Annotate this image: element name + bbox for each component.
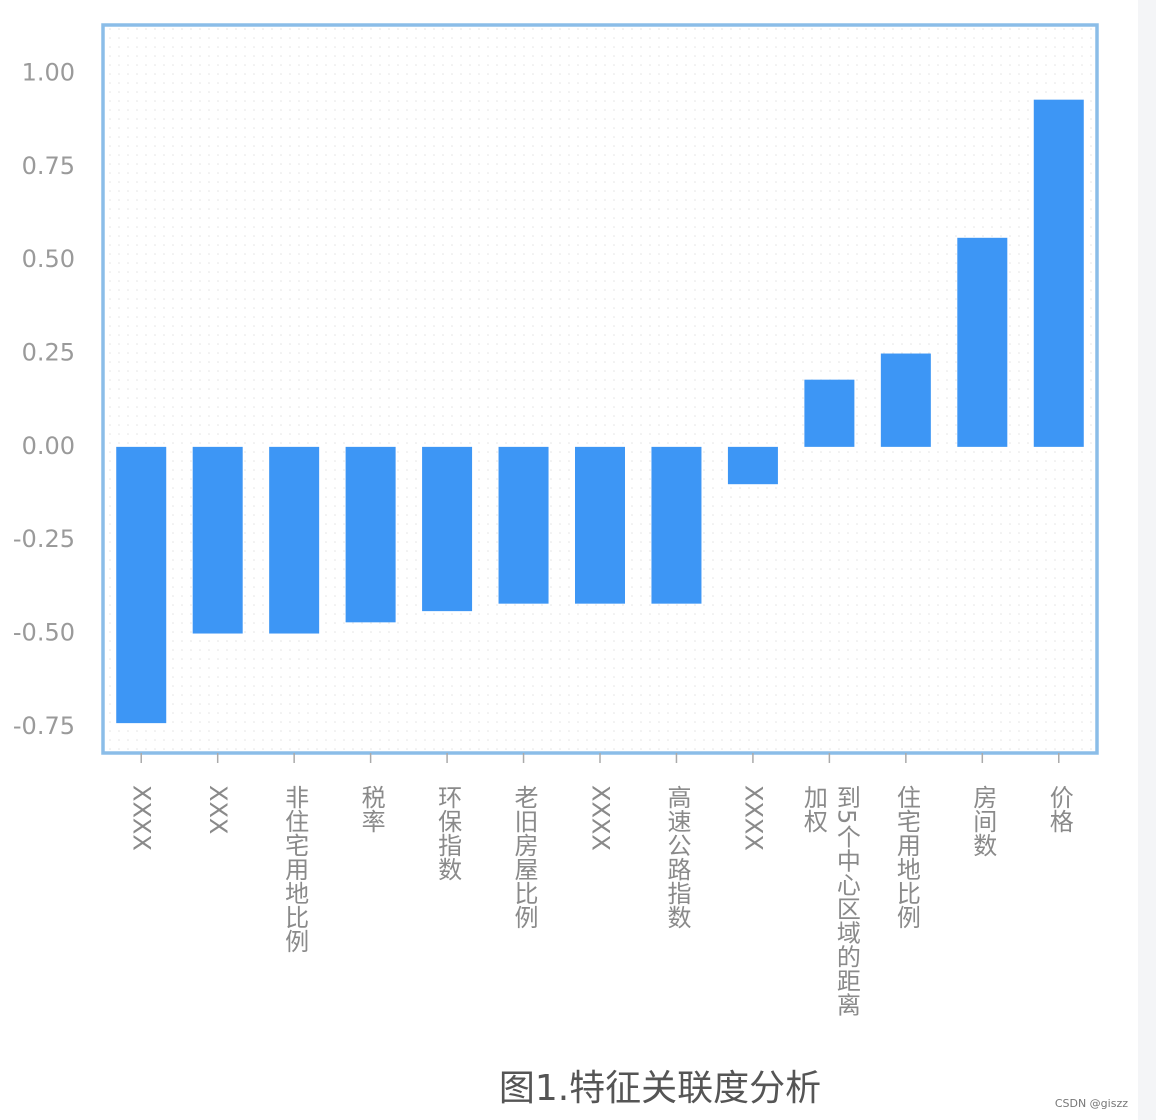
y-tick-label: 0.75 [22,152,75,180]
x-tick-label: 住宅用地比例 [892,785,921,929]
bar [116,446,167,724]
bar [192,446,243,634]
bar [422,446,473,612]
y-tick-label: 0.25 [22,339,75,367]
x-tick-label: 环保指数 [433,785,462,881]
x-tick-label: 非住宅用地比例 [280,785,309,953]
bar [269,446,320,634]
y-tick-label: 0.00 [22,432,75,460]
y-tick-label: -0.50 [13,619,75,647]
plot-frame [101,23,1099,755]
bar [1033,99,1084,447]
y-tick-label: 0.50 [22,245,75,273]
watermark: CSDN @giszz [1055,1097,1128,1110]
y-tick-label: -0.25 [13,525,75,553]
side-strip [1138,0,1156,1120]
x-tick-label: 价格 [1045,785,1074,833]
x-tick-label: 高速公路指数 [662,785,691,929]
bar [727,446,778,485]
bar [957,237,1008,447]
x-tick-label: XXXX [127,785,156,851]
bar [345,446,396,623]
y-tick-label: -0.75 [13,712,75,740]
x-tick-label: 房间数 [968,785,997,857]
x-tick-label: 税率 [357,785,386,833]
x-tick-label: XXXX [739,785,768,851]
bar [498,446,549,604]
bar [804,379,855,447]
bar [651,446,702,604]
bar [880,353,931,447]
x-tick-label: 老旧房屋比例 [510,785,539,929]
bar [575,446,625,604]
y-tick-label: 1.00 [22,59,75,87]
chart-title: 图1.特征关联度分析 [499,1068,821,1109]
x-tick-label: XXX [204,785,233,835]
x-tick-label: XXXX [586,785,615,851]
x-tick-label: 到5个中心区域的距离加权 [799,785,861,1017]
